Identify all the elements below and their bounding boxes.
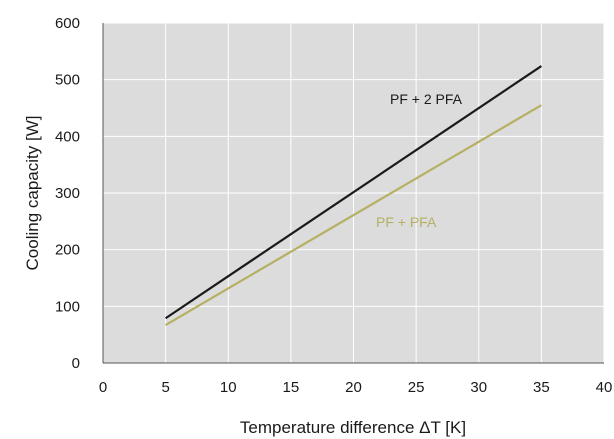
series-label-pf-pfa: PF + PFA — [376, 214, 437, 230]
x-tick-labels: 0 5 10 15 20 25 30 35 40 — [99, 379, 613, 396]
series-label-pf-2pfa: PF + 2 PFA — [390, 91, 463, 107]
series-labels: PF + 2 PFA PF + PFA — [376, 91, 463, 230]
x-tick-label: 5 — [161, 379, 169, 396]
x-tick-label: 10 — [220, 379, 237, 396]
y-tick-label: 300 — [55, 185, 80, 202]
y-tick-label: 100 — [55, 298, 80, 315]
series-lines — [165, 65, 542, 326]
y-tick-label: 400 — [55, 128, 80, 145]
x-tick-label: 40 — [596, 379, 613, 396]
x-tick-label: 35 — [533, 379, 550, 396]
x-axis-label: Temperature difference ΔT [K] — [240, 418, 466, 437]
y-tick-label: 200 — [55, 242, 80, 259]
series-line-0 — [165, 65, 542, 320]
y-tick-label: 600 — [55, 15, 80, 32]
y-tick-labels: 0 100 200 300 400 500 600 — [55, 15, 80, 372]
y-axis-label: Cooling capacity [W] — [23, 116, 42, 271]
y-tick-label: 0 — [72, 355, 80, 372]
axes — [102, 23, 604, 364]
x-tick-label: 15 — [283, 379, 300, 396]
x-tick-label: 0 — [99, 379, 107, 396]
x-tick-label: 20 — [345, 379, 362, 396]
x-tick-label: 30 — [470, 379, 487, 396]
series-line-1 — [165, 104, 542, 326]
y-tick-label: 500 — [55, 72, 80, 89]
x-tick-label: 25 — [408, 379, 425, 396]
